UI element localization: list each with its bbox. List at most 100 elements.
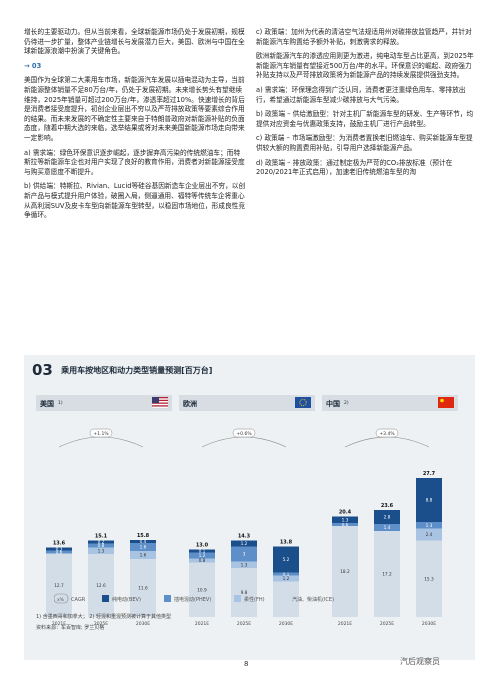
bar-2-2-seg-2 bbox=[416, 528, 442, 541]
legend-pill-icon bbox=[53, 593, 69, 604]
chart-title: 03 乘用车按地区和动力类型销量预测[百万台] bbox=[32, 361, 212, 379]
bar-2-0-seg-2 bbox=[332, 526, 358, 617]
page-number: 8 bbox=[244, 660, 249, 668]
bar-0-0-seg-2 bbox=[46, 553, 72, 617]
cagr-arc-1 bbox=[201, 436, 287, 448]
bar-label-2-0-0: 1.3 bbox=[342, 517, 349, 523]
bar-2-0-seg-1 bbox=[332, 523, 358, 526]
legend-label-ice: 汽油、柴油机(ICE) bbox=[292, 596, 334, 603]
bar-0-2-seg-2 bbox=[130, 551, 156, 559]
left-paragraph-3: a) 需求端：绿色环保意识逐步崛起，逐步摒弃高污染的传统燃油车；而特斯拉等新能源… bbox=[24, 148, 245, 176]
left-column: 增长的主要驱动力。但从当前来看，全球新能源市场仍处于发展初期，规模仍待进一步扩量… bbox=[24, 28, 246, 226]
bar-label-0-0-2: 12.7 bbox=[54, 583, 64, 589]
bar-1-0-seg-3 bbox=[189, 562, 215, 617]
cagr-value-0: +1.1% bbox=[93, 431, 109, 437]
bar-label-1-2-1: 0.1 bbox=[283, 572, 290, 578]
legend-swatch-phev bbox=[164, 595, 171, 602]
cagr-value-2: +3.4% bbox=[379, 431, 395, 437]
bar-total-2-0: 20.4 bbox=[339, 510, 352, 516]
bar-0-1-seg-1 bbox=[88, 543, 114, 548]
legend-pill-text: x% bbox=[57, 597, 65, 603]
bar-1-2-seg-0 bbox=[273, 546, 299, 573]
bar-total-1-1: 14.3 bbox=[238, 534, 251, 540]
chart-legend: x% CAGR 纯电动(BEV) 插电混动(PHEV) 柔性(FH) 汽油、柴油… bbox=[53, 592, 474, 608]
bar-label-2-2-2: 2.4 bbox=[426, 532, 433, 538]
bar-label-2-0-1: 0.6 bbox=[342, 522, 349, 528]
cagr-arc-2 bbox=[344, 436, 430, 448]
region-header-2 bbox=[322, 395, 458, 411]
bar-2-1-seg-0 bbox=[374, 510, 400, 524]
right-paragraph-1: c) 政策端：加州为代表的清洁空气法规适用州对碳排放监管趋严，并针对新能源汽车购… bbox=[256, 28, 472, 46]
bar-category-2-2: 2030E bbox=[422, 621, 436, 625]
bar-category-1-2: 2030E bbox=[279, 621, 293, 625]
bar-1-0-seg-0 bbox=[189, 549, 215, 553]
bar-label-2-0-2: 18.2 bbox=[340, 569, 350, 575]
chart-svg: 美国 1)+1.1%12.70.60.313.62021E12.61.30.80.… bbox=[36, 395, 458, 625]
legend-label-bev: 纯电动(BEV) bbox=[112, 596, 141, 603]
chart-number: 03 bbox=[32, 361, 53, 379]
bar-0-2-seg-3 bbox=[130, 559, 156, 617]
bar-label-2-1-1: 1.4 bbox=[384, 525, 391, 531]
bar-2-1-seg-2 bbox=[374, 531, 400, 617]
cn-flag-star bbox=[440, 398, 444, 403]
bar-label-1-1-3: 9.8 bbox=[241, 590, 248, 596]
right-paragraph-3: a) 需求端：环保理念得到广泛认同，消费者更注重绿色用车、零排放出行，希望通过新… bbox=[256, 85, 466, 104]
bar-0-0-seg-1 bbox=[46, 550, 72, 554]
bar-2-1-seg-1 bbox=[374, 524, 400, 531]
left-paragraph-4: b) 供给端：特斯拉、Rivian、Lucid等硅谷基因新造车企业层出不穷，以创… bbox=[24, 182, 246, 220]
bar-2-0-seg-0 bbox=[332, 516, 358, 523]
chart-reference-link[interactable]: → 03 bbox=[24, 61, 42, 70]
bar-total-2-1: 23.6 bbox=[381, 503, 394, 509]
us-flag-canton bbox=[152, 397, 159, 403]
bar-label-1-2-2: 1.2 bbox=[283, 576, 290, 582]
bar-0-1-seg-2 bbox=[88, 547, 114, 554]
bar-1-2-seg-2 bbox=[273, 575, 299, 582]
bar-2-2-seg-1 bbox=[416, 522, 442, 529]
bar-label-0-2-0: 0.4 bbox=[140, 539, 147, 545]
legend-svg: x% CAGR 纯电动(BEV) 插电混动(PHEV) 柔性(FH) 汽油、柴油… bbox=[53, 593, 334, 604]
bar-category-2-1: 2025E bbox=[380, 621, 394, 625]
legend-label-phev: 插电混动(PHEV) bbox=[174, 596, 211, 603]
bar-1-1-seg-3 bbox=[231, 568, 257, 617]
cn-flag-icon bbox=[438, 397, 454, 408]
bar-label-2-1-2: 17.2 bbox=[382, 572, 392, 578]
bar-1-2-seg-1 bbox=[273, 572, 299, 576]
eu-flag-stars bbox=[299, 398, 307, 407]
bar-2-2-seg-3 bbox=[416, 540, 442, 617]
watermark: 汽后观察员 bbox=[400, 657, 440, 666]
us-flag-stripe-0 bbox=[152, 397, 168, 399]
bar-1-0-seg-2 bbox=[189, 558, 215, 563]
right-paragraph-4: b) 政策端 – 供给激励型：针对主机厂新能源车型的研发、生产等环节，均提供对应… bbox=[256, 110, 474, 128]
region-name-0: 美国 bbox=[40, 399, 54, 408]
us-flag-stripe-2 bbox=[152, 402, 168, 404]
region-header-1 bbox=[179, 395, 315, 411]
cagr-pill-2 bbox=[375, 428, 399, 438]
bar-label-0-1-1: 0.8 bbox=[98, 543, 105, 549]
right-paragraph-2: 欧洲新能源汽车的渗透应用则更为激进，纯电动车型占比更高，到2025年新能源汽车销… bbox=[256, 52, 474, 80]
bar-label-1-0-3: 10.9 bbox=[197, 587, 207, 593]
bar-label-0-1-3: 12.6 bbox=[96, 583, 106, 589]
legend-cagr: CAGR bbox=[71, 597, 86, 603]
bar-1-0-seg-1 bbox=[189, 552, 215, 559]
chart-panel: 03 乘用车按地区和动力类型销量预测[百万台] 美国 1) +1.1% 12.7 0.6… bbox=[24, 355, 475, 660]
chart-title-text: 乘用车按地区和动力类型销量预测[百万台] bbox=[61, 366, 213, 375]
bar-category-0-0: 2021E bbox=[52, 621, 66, 625]
eu-flag-icon bbox=[295, 397, 311, 408]
region-header-0 bbox=[36, 395, 172, 411]
legend-swatch-ice bbox=[282, 595, 289, 602]
bar-label-1-1-1: 3 bbox=[243, 552, 246, 558]
us-flag-stripe-3 bbox=[152, 405, 168, 407]
us-flag-stripe-1 bbox=[152, 399, 168, 402]
legend-label-fh: 柔性(FH) bbox=[244, 596, 265, 603]
bar-category-1-0: 2021E bbox=[195, 621, 209, 625]
region-name-2: 中国 bbox=[326, 399, 340, 408]
bar-total-0-2: 15.8 bbox=[137, 533, 150, 539]
footnote-source: 资料来源：车百智库; 罗兰贝格 bbox=[36, 625, 105, 631]
cagr-pill-1 bbox=[232, 428, 256, 438]
footnote-1: 1) 含墨西哥和加拿大； 2) 轻混和重混预测被计算于其他类型 bbox=[36, 614, 172, 620]
bar-total-2-2: 27.7 bbox=[423, 471, 436, 477]
bar-label-1-0-2: 0.8 bbox=[199, 558, 206, 564]
left-paragraph-2: 美国作为全球第二大乘用车市场，新能源汽车发展以插电混动为主导，当前新能源整体销量… bbox=[24, 76, 245, 142]
bar-total-0-0: 13.6 bbox=[53, 541, 66, 547]
bar-0-2-seg-0 bbox=[130, 540, 156, 543]
